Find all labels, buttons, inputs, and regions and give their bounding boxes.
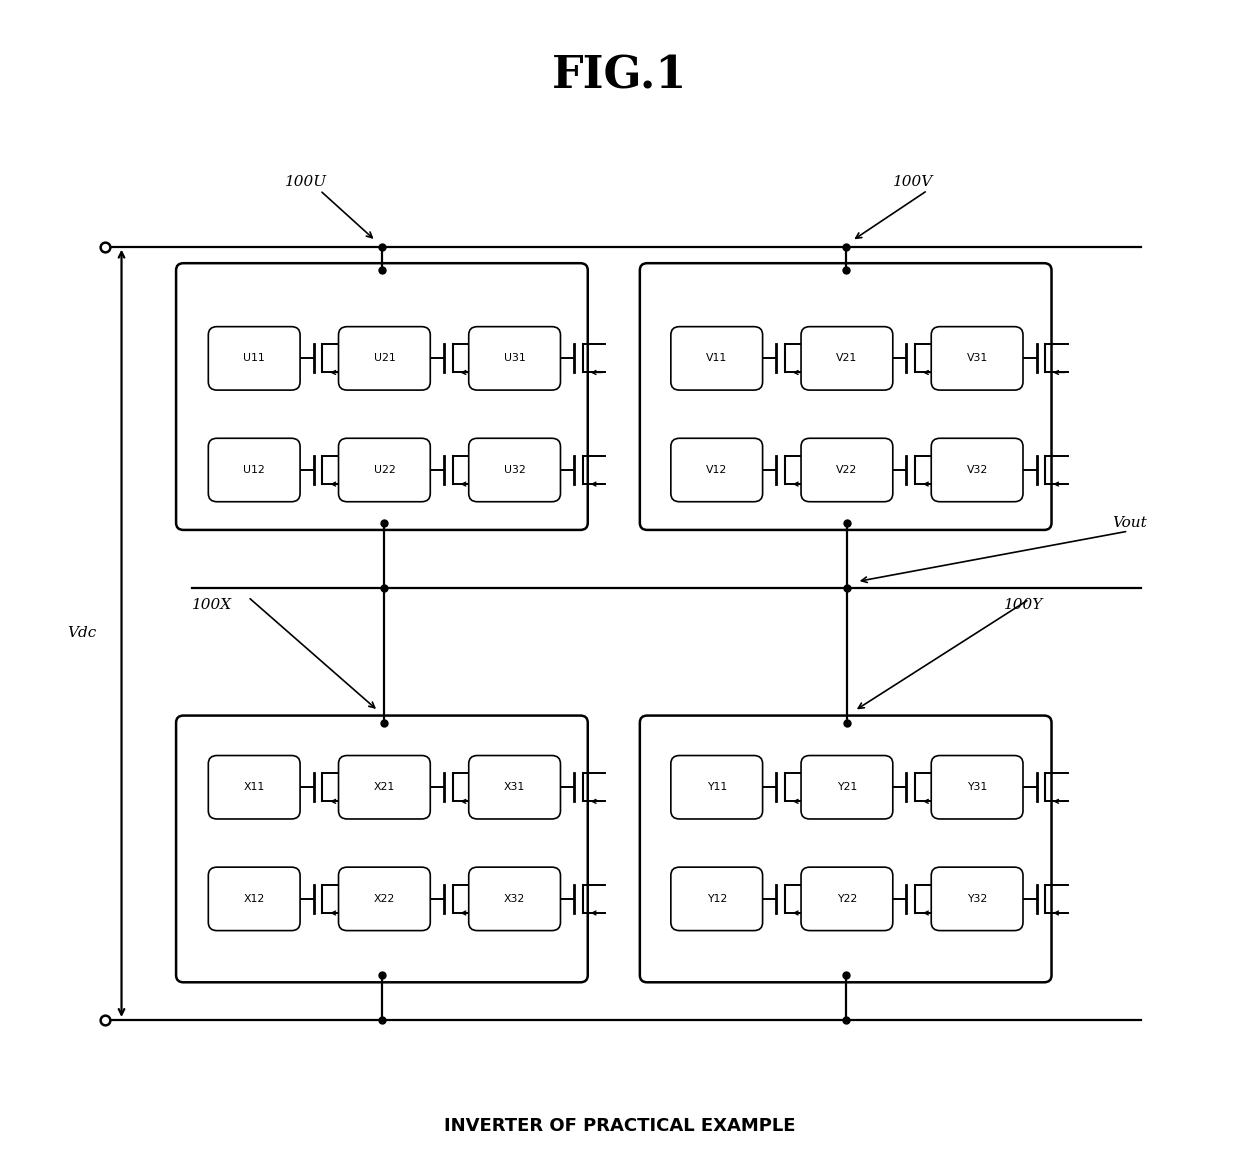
FancyBboxPatch shape — [339, 438, 430, 502]
Text: V22: V22 — [836, 465, 858, 475]
FancyBboxPatch shape — [671, 327, 763, 390]
Text: X31: X31 — [503, 783, 526, 792]
Text: U31: U31 — [503, 354, 526, 363]
FancyBboxPatch shape — [176, 716, 588, 982]
Text: V11: V11 — [706, 354, 728, 363]
FancyBboxPatch shape — [339, 327, 430, 390]
FancyBboxPatch shape — [339, 867, 430, 931]
Text: U11: U11 — [243, 354, 265, 363]
Text: Y12: Y12 — [707, 894, 727, 904]
FancyBboxPatch shape — [801, 438, 893, 502]
Text: V12: V12 — [706, 465, 728, 475]
Text: X21: X21 — [373, 783, 396, 792]
Text: V31: V31 — [966, 354, 988, 363]
FancyBboxPatch shape — [469, 327, 560, 390]
Text: X32: X32 — [503, 894, 526, 904]
Text: V21: V21 — [836, 354, 858, 363]
FancyBboxPatch shape — [640, 716, 1052, 982]
FancyBboxPatch shape — [176, 263, 588, 530]
Text: Vout: Vout — [1112, 516, 1147, 530]
Text: Y32: Y32 — [967, 894, 987, 904]
Text: Y21: Y21 — [837, 783, 857, 792]
Text: Y31: Y31 — [967, 783, 987, 792]
FancyBboxPatch shape — [208, 756, 300, 819]
Text: X12: X12 — [243, 894, 265, 904]
Text: 100X: 100X — [192, 598, 232, 612]
FancyBboxPatch shape — [671, 438, 763, 502]
Text: U32: U32 — [503, 465, 526, 475]
FancyBboxPatch shape — [931, 327, 1023, 390]
Text: U21: U21 — [373, 354, 396, 363]
FancyBboxPatch shape — [801, 867, 893, 931]
FancyBboxPatch shape — [208, 327, 300, 390]
Text: Vdc: Vdc — [67, 626, 97, 640]
FancyBboxPatch shape — [801, 756, 893, 819]
FancyBboxPatch shape — [339, 756, 430, 819]
Text: Y11: Y11 — [707, 783, 727, 792]
Text: INVERTER OF PRACTICAL EXAMPLE: INVERTER OF PRACTICAL EXAMPLE — [444, 1116, 796, 1135]
FancyBboxPatch shape — [469, 756, 560, 819]
FancyBboxPatch shape — [931, 867, 1023, 931]
FancyBboxPatch shape — [931, 438, 1023, 502]
FancyBboxPatch shape — [469, 867, 560, 931]
Text: V32: V32 — [966, 465, 988, 475]
Text: Y22: Y22 — [837, 894, 857, 904]
FancyBboxPatch shape — [801, 327, 893, 390]
Text: 100U: 100U — [285, 175, 327, 189]
FancyBboxPatch shape — [208, 867, 300, 931]
Text: 100Y: 100Y — [1004, 598, 1044, 612]
Text: 100V: 100V — [893, 175, 932, 189]
FancyBboxPatch shape — [931, 756, 1023, 819]
Text: FIG.1: FIG.1 — [552, 55, 688, 98]
FancyBboxPatch shape — [671, 867, 763, 931]
Text: U12: U12 — [243, 465, 265, 475]
FancyBboxPatch shape — [469, 438, 560, 502]
FancyBboxPatch shape — [640, 263, 1052, 530]
Text: X11: X11 — [243, 783, 265, 792]
FancyBboxPatch shape — [208, 438, 300, 502]
Text: U22: U22 — [373, 465, 396, 475]
FancyBboxPatch shape — [671, 756, 763, 819]
Text: X22: X22 — [373, 894, 396, 904]
